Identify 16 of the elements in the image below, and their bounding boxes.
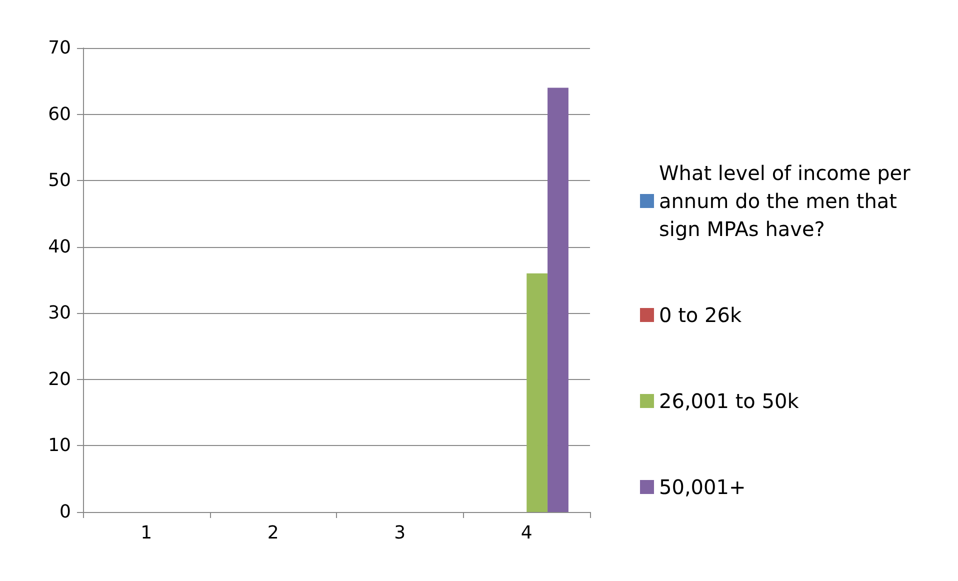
y-tick-label: 70 (48, 38, 71, 58)
legend-label: 26,001 to 50k (659, 389, 800, 413)
x-tick-label: 4 (520, 522, 532, 544)
y-tick-label: 60 (48, 104, 71, 125)
y-tick-label: 10 (48, 435, 71, 456)
x-tick-label: 1 (140, 522, 152, 544)
legend-label: What level of income per annum do the men that sign MPAs have? (659, 161, 917, 241)
legend-label: 0 to 26k (659, 303, 742, 327)
x-tick-label: 3 (394, 522, 406, 544)
y-tick-label: 0 (60, 502, 71, 522)
y-tick-label: 40 (48, 236, 71, 258)
y-tick-label: 20 (48, 368, 71, 390)
y-tick-label: 50 (48, 170, 71, 192)
legend-label: 50,001+ (659, 475, 746, 499)
x-tick-label: 2 (267, 522, 279, 544)
y-tick-label: 30 (48, 302, 71, 324)
